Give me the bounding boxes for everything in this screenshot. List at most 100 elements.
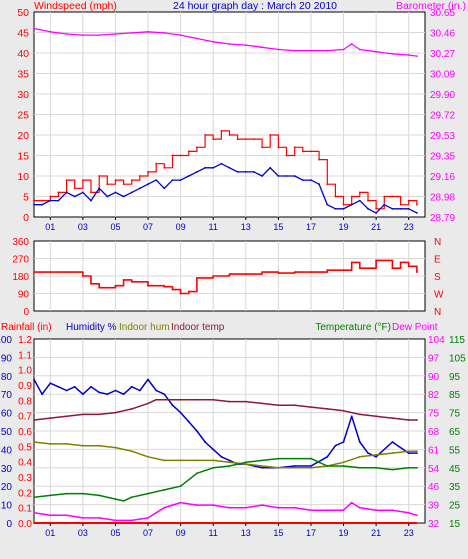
windspeed-axis-label: Windspeed (mph) bbox=[34, 0, 117, 12]
wind-direction-line-point bbox=[147, 284, 149, 287]
dew-point-line-point bbox=[293, 506, 296, 509]
temperature-line-point bbox=[98, 494, 101, 497]
barometer-line-point bbox=[114, 33, 117, 35]
temperature-tick-label: 75 bbox=[449, 409, 461, 420]
humidity-tick-label: 0 bbox=[6, 519, 12, 530]
dew-point-tick-label: 39 bbox=[428, 501, 440, 512]
humidity-line-point bbox=[310, 465, 312, 467]
humidity-line-point bbox=[41, 393, 43, 396]
wind-average-line-point bbox=[196, 171, 198, 173]
rainfall-tick-label: 0.0 bbox=[18, 519, 32, 530]
barometer-line-point bbox=[147, 30, 149, 33]
barometer-line-point bbox=[179, 34, 182, 36]
indoor-temp-label: Indoor temp bbox=[171, 322, 225, 333]
windspeed-tick-label: 0 bbox=[23, 212, 29, 224]
indoor-temp-line-point bbox=[244, 400, 247, 403]
indoor-temp-line-point bbox=[33, 419, 35, 421]
barometer-line-point bbox=[277, 48, 280, 51]
windspeed-line-point bbox=[33, 199, 35, 202]
x-tick-label: 07 bbox=[143, 528, 153, 538]
barometer-line-point bbox=[98, 34, 101, 36]
indoor-temp-line-point bbox=[391, 417, 394, 419]
windspeed-tick-label: 5 bbox=[23, 192, 29, 204]
barometer-tick-label: 30.65 bbox=[430, 8, 455, 19]
windspeed-line-point bbox=[139, 175, 141, 177]
wind-direction-line-point bbox=[261, 271, 263, 273]
temperature-tick-label: 25 bbox=[449, 501, 461, 512]
barometer-line-point bbox=[49, 30, 52, 33]
windspeed-line-point bbox=[285, 154, 288, 157]
indoor-temp-line-point bbox=[407, 419, 410, 421]
wind-average-line-point bbox=[228, 166, 231, 169]
barometer-line-point bbox=[358, 48, 361, 51]
wind-direction-line-point bbox=[196, 277, 198, 279]
indoor-humidity-line-point bbox=[212, 459, 215, 462]
wind-direction-line-point bbox=[82, 275, 84, 277]
barometer-tick-label: 29.90 bbox=[430, 90, 455, 101]
windspeed-line-point bbox=[130, 179, 133, 182]
wind-direction-compass-label: S bbox=[434, 272, 441, 283]
humidity-line-point bbox=[98, 391, 101, 394]
wind-average-line-point bbox=[33, 203, 35, 206]
barometer-tick-label: 30.46 bbox=[430, 29, 455, 40]
wind-direction-line-point bbox=[171, 288, 174, 291]
rainfall-line-point bbox=[416, 522, 418, 524]
wind-average-line-point bbox=[342, 207, 345, 210]
wind-direction-line-point bbox=[375, 259, 377, 262]
humidity-line-point bbox=[407, 452, 410, 454]
wind-direction-line-point bbox=[350, 261, 353, 264]
windspeed-tick-label: 15 bbox=[17, 151, 29, 163]
dew-point-line-point bbox=[416, 514, 418, 517]
wind-average-line-point bbox=[114, 191, 117, 194]
wind-average-line-point bbox=[301, 179, 304, 182]
windspeed-tick-label: 30 bbox=[17, 89, 29, 101]
indoor-humidity-line-point bbox=[391, 452, 394, 454]
dew-point-tick-label: 97 bbox=[428, 353, 440, 364]
windspeed-line-point bbox=[269, 134, 272, 136]
wind-average-line-point bbox=[269, 166, 272, 169]
indoor-humidity-line-point bbox=[130, 450, 133, 453]
wind-average-line-point bbox=[261, 175, 263, 177]
windspeed-line-point bbox=[326, 183, 329, 186]
indoor-temp-line-point bbox=[163, 398, 166, 401]
dew-point-line-point bbox=[375, 509, 377, 512]
wind-average-line-point bbox=[139, 187, 141, 190]
temperature-line-point bbox=[65, 492, 68, 495]
humidity-line-point bbox=[228, 459, 231, 462]
dew-point-line-point bbox=[358, 506, 361, 509]
dew-point-line-point bbox=[407, 511, 410, 514]
humidity-line-point bbox=[334, 444, 337, 447]
humidity-line-point bbox=[212, 448, 215, 451]
windspeed-line-point bbox=[334, 195, 337, 198]
windspeed-line-point bbox=[318, 158, 320, 161]
barometer-line-point bbox=[82, 34, 84, 36]
wind-average-line bbox=[34, 163, 418, 214]
wind-average-line-point bbox=[106, 195, 109, 198]
wind-average-line-point bbox=[350, 203, 353, 206]
humidity-tick-label: 80 bbox=[1, 372, 13, 383]
barometer-tick-label: 29.16 bbox=[430, 172, 455, 183]
temperature-line-point bbox=[212, 466, 215, 469]
temperature-line-point bbox=[244, 461, 247, 464]
wind-average-line-point bbox=[236, 171, 239, 173]
indoor-humidity-line-point bbox=[244, 463, 247, 465]
rainfall-tick-label: 1.1 bbox=[18, 350, 32, 361]
wind-average-line-point bbox=[383, 203, 386, 206]
x-tick-label: 11 bbox=[209, 222, 218, 232]
barometer-tick-label: 28.79 bbox=[430, 213, 455, 224]
humidity-line-point bbox=[416, 452, 418, 454]
temperature-line-point bbox=[310, 457, 312, 460]
wind-direction-compass-label: N bbox=[434, 307, 441, 318]
dew-point-tick-label: 82 bbox=[428, 390, 440, 401]
windspeed-tick-label: 10 bbox=[17, 171, 29, 183]
x-tick-label: 13 bbox=[241, 528, 251, 538]
wind-average-line-point bbox=[187, 175, 190, 177]
wind-average-line-point bbox=[90, 199, 92, 202]
indoor-temp-line-point bbox=[342, 409, 345, 412]
rainfall-tick-label: 1.2 bbox=[18, 335, 32, 346]
wind-average-line-point bbox=[277, 175, 280, 177]
indoor-temp-line-point bbox=[326, 408, 329, 410]
wind-direction-line-point bbox=[179, 292, 182, 295]
wind-average-line-point bbox=[41, 203, 43, 206]
dew-point-line-point bbox=[49, 514, 52, 517]
